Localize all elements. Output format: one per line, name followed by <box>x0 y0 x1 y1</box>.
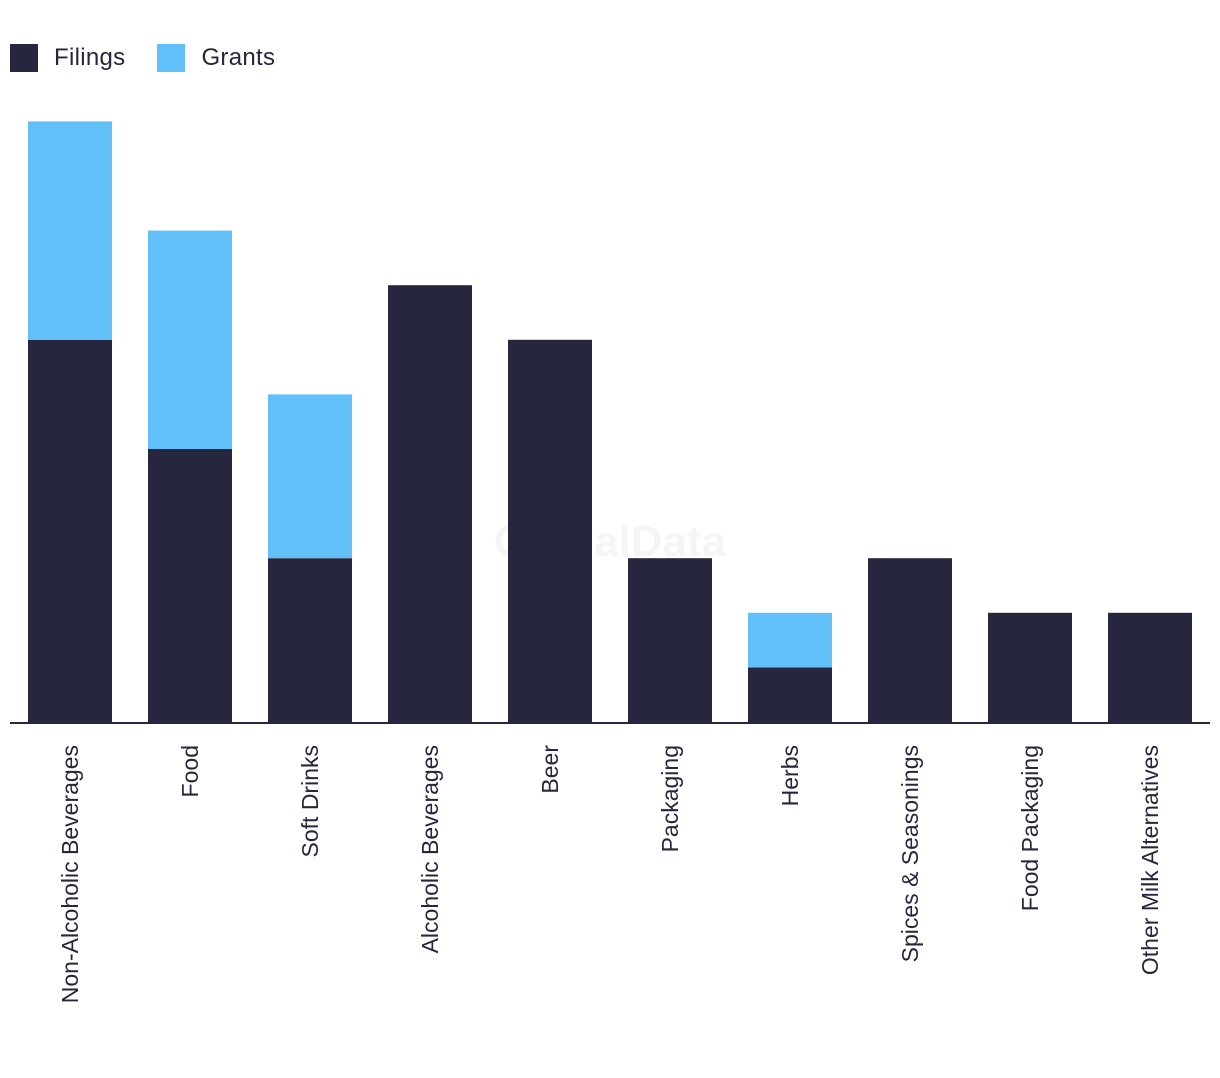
bar-filings-packaging <box>628 558 712 722</box>
bar-filings-non-alcoholic-beverages <box>28 339 112 722</box>
x-tick-label-other-milk-alternatives: Other Milk Alternatives <box>1137 745 1163 975</box>
bar-filings-alcoholic-beverages <box>388 285 472 722</box>
x-tick-label-beer: Beer <box>537 745 563 794</box>
bar-filings-herbs <box>748 667 832 722</box>
bar-filings-beer <box>508 339 592 722</box>
legend-label-grants: Grants <box>201 44 276 71</box>
x-tick-labels: Non-Alcoholic Beverages Food Soft Drinks Al… <box>57 745 1163 1004</box>
bar-grants-herbs <box>748 612 832 668</box>
x-tick-label-packaging: Packaging <box>657 745 683 852</box>
x-tick-label-alcoholic-beverages: Alcoholic Beverages <box>417 745 443 953</box>
bar-filings-other-milk-alternatives <box>1108 612 1192 722</box>
bar-filings-food-packaging <box>988 612 1072 722</box>
legend-label-filings: Filings <box>54 44 126 71</box>
bar-filings-food <box>148 449 232 722</box>
x-tick-label-spices-seasonings: Spices & Seasonings <box>897 745 923 962</box>
bar-filings-soft-drinks <box>268 558 352 722</box>
x-tick-label-herbs: Herbs <box>777 745 803 806</box>
x-tick-label-food: Food <box>177 745 203 797</box>
legend-item-grants: Grants <box>157 44 275 72</box>
bar-grants-soft-drinks <box>268 394 352 559</box>
bar-grants-food <box>148 230 232 449</box>
legend-swatch-filings <box>10 44 38 72</box>
chart-legend: Filings Grants <box>10 44 307 72</box>
x-tick-label-non-alcoholic-beverages: Non-Alcoholic Beverages <box>57 745 83 1003</box>
bar-grants-non-alcoholic-beverages <box>28 121 112 340</box>
x-tick-label-soft-drinks: Soft Drinks <box>297 745 323 857</box>
bar-filings-spices-seasonings <box>868 558 952 722</box>
bars-group <box>28 121 1192 722</box>
x-tick-label-food-packaging: Food Packaging <box>1017 745 1043 911</box>
legend-swatch-grants <box>157 44 186 72</box>
legend-item-filings: Filings <box>10 44 125 72</box>
